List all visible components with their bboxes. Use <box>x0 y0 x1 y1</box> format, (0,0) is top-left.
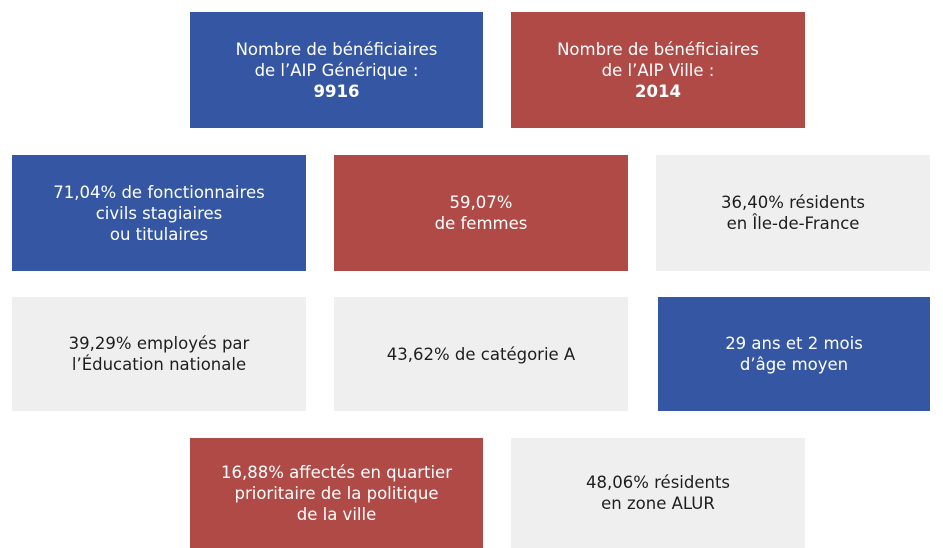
box-text: de la ville <box>296 504 377 524</box>
box-value: 9916 <box>313 81 360 101</box>
box-text: de femmes <box>434 214 528 233</box>
box-text: Nombre de bénéficiaires <box>557 39 759 59</box>
stat-box: 71,04% de fonctionnaires civils stagiaire… <box>12 155 306 271</box>
box-text: civils stagiaires <box>95 203 223 223</box>
stat-box: 16,88% affectés en quartier prioritaire d… <box>190 438 483 548</box>
stat-box: 36,40% résidents en Île-de-France <box>656 155 930 271</box>
box-text: d’âge moyen <box>739 355 849 374</box>
box-text: 71,04% de fonctionnaires <box>53 182 265 202</box>
box-text: 39,29% employés par <box>68 334 250 353</box>
box-text: prioritaire de la politique <box>234 483 439 503</box>
stat-box: 59,07% de femmes <box>334 155 628 271</box>
box-text: 43,62% de catégorie A <box>386 344 576 364</box>
box-text: ou titulaires <box>109 224 209 244</box>
box-text: 48,06% résidents <box>585 473 731 492</box>
box-text: l’Éducation nationale <box>71 355 247 374</box>
stat-box: 43,62% de catégorie A <box>334 297 628 411</box>
stat-box: Nombre de bénéficiaires de l’AIP Génériqu… <box>190 12 483 128</box>
stat-box: 48,06% résidents en zone ALUR <box>511 438 805 548</box>
box-text: de l’AIP Ville : <box>601 60 715 80</box>
box-text: Nombre de bénéficiaires <box>235 39 438 59</box>
box-text: 36,40% résidents <box>720 193 866 212</box>
box-value: 2014 <box>635 81 681 101</box>
box-text: 16,88% affectés en quartier <box>221 462 452 482</box>
box-text: en Île-de-France <box>726 214 860 233</box>
box-text: en zone ALUR <box>601 494 715 513</box>
stat-box: Nombre de bénéficiaires de l’AIP Ville :2… <box>511 12 805 128</box>
box-text: de l’AIP Générique : <box>254 60 419 80</box>
stat-box: 29 ans et 2 mois d’âge moyen <box>658 297 930 411</box>
stat-box: 39,29% employés par l’Éducation nationale <box>12 297 306 411</box>
box-text: 59,07% <box>449 193 513 212</box>
box-text: 29 ans et 2 mois <box>725 334 863 353</box>
